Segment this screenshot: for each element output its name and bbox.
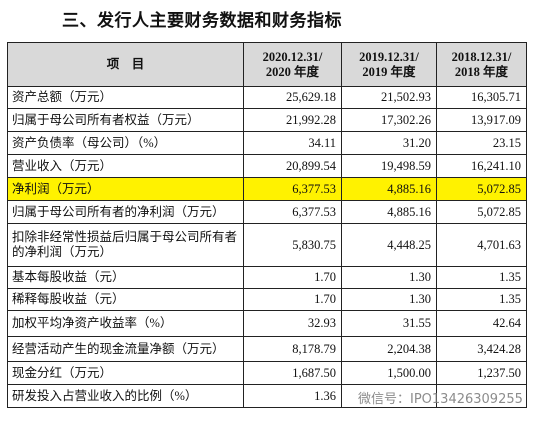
- table-row: 净利润（万元） 6,377.53 4,885.16 5,072.85: [7, 177, 527, 201]
- table-row: 基本每股收益（元） 1.70 1.30 1.35: [7, 266, 527, 289]
- table-row: 扣除非经常性损益后归属于母公司所有者的净利润（万元） 5,830.75 4,448.…: [7, 223, 527, 267]
- table-row: 资产负债率（母公司）（%） 34.11 31.20 23.15: [7, 131, 527, 155]
- header-row: 项 目 2020.12.31/2020 年度 2019.12.31/2019 年度 2…: [7, 42, 527, 87]
- label-cell: 扣除非经常性损益后归属于母公司所有者的净利润（万元）: [7, 223, 244, 267]
- value-cell: 21,992.28: [243, 108, 342, 132]
- value-cell: 6,377.53: [243, 200, 342, 224]
- value-cell: 32.93: [243, 310, 342, 337]
- value-cell: 1.35: [436, 288, 527, 311]
- value-cell: 19,498.59: [341, 154, 437, 178]
- value-cell: 4,701.63: [436, 223, 527, 267]
- value-cell: [436, 384, 527, 408]
- header-text: 2020 年度: [265, 64, 320, 79]
- header-cell: 项 目: [7, 42, 244, 87]
- header-cell: 2020.12.31/2020 年度: [243, 42, 342, 87]
- value-cell: 4,448.25: [341, 223, 437, 267]
- table-row: 归属于母公司所有者的净利润（万元） 6,377.53 4,885.16 5,072.8…: [7, 200, 527, 224]
- label-cell: 归属于母公司所有者权益（万元）: [7, 108, 244, 132]
- header-text: 项 目: [106, 57, 145, 71]
- label-cell: 研发投入占营业收入的比例（%）: [7, 384, 244, 408]
- table-row: 现金分红（万元） 1,687.50 1,500.00 1,237.50: [7, 361, 527, 385]
- label-cell: 基本每股收益（元）: [7, 266, 244, 289]
- label-cell: 稀释每股收益（元）: [7, 288, 244, 311]
- header-text: 2018.12.31/: [451, 49, 512, 64]
- label-cell: 资产总额（万元）: [7, 86, 244, 109]
- header-text: 2018 年度: [454, 64, 509, 79]
- value-cell: 1,237.50: [436, 361, 527, 385]
- value-cell: 3,424.28: [436, 336, 527, 362]
- header-text: 2019.12.31/: [359, 49, 419, 64]
- label-cell: 现金分红（万元）: [7, 361, 244, 385]
- table-row: 加权平均净资产收益率（%） 32.93 31.55 42.64: [7, 310, 527, 337]
- table-row: 稀释每股收益（元） 1.70 1.30 1.35: [7, 288, 527, 311]
- value-cell: 2,204.38: [341, 336, 437, 362]
- label-cell: 归属于母公司所有者的净利润（万元）: [7, 200, 244, 224]
- value-cell: 16,241.10: [436, 154, 527, 178]
- value-cell: 4,885.16: [341, 200, 437, 224]
- value-cell: 4,885.16: [341, 177, 437, 201]
- value-cell: 25,629.18: [243, 86, 342, 109]
- value-cell: 1,500.00: [341, 361, 437, 385]
- table-row: 营业收入（万元） 20,899.54 19,498.59 16,241.10: [7, 154, 527, 178]
- label-cell: 净利润（万元）: [7, 177, 244, 201]
- value-cell: 1.70: [243, 288, 342, 311]
- label-cell: 营业收入（万元）: [7, 154, 244, 178]
- header-cell: 2018.12.31/2018 年度: [436, 42, 527, 87]
- value-cell: 31.55: [341, 310, 437, 337]
- value-cell: 21,502.93: [341, 86, 437, 109]
- value-cell: 1,687.50: [243, 361, 342, 385]
- table-row: 研发投入占营业收入的比例（%） 1.36: [7, 384, 527, 408]
- value-cell: 31.20: [341, 131, 437, 155]
- label-cell: 经营活动产生的现金流量净额（万元）: [7, 336, 244, 362]
- value-cell: 17,302.26: [341, 108, 437, 132]
- value-cell: 5,830.75: [243, 223, 342, 267]
- value-cell: 34.11: [243, 131, 342, 155]
- table-row: 归属于母公司所有者权益（万元） 21,992.28 17,302.26 13,917.…: [7, 108, 527, 132]
- value-cell: 1.30: [341, 288, 437, 311]
- value-cell: 8,178.79: [243, 336, 342, 362]
- header-text: 2019 年度: [362, 64, 416, 79]
- value-cell: 6,377.53: [243, 177, 342, 201]
- financial-table: 项 目 2020.12.31/2020 年度 2019.12.31/2019 年度 2…: [7, 42, 527, 408]
- value-cell: 13,917.09: [436, 108, 527, 132]
- label-cell: 资产负债率（母公司）（%）: [7, 131, 244, 155]
- table-row: 经营活动产生的现金流量净额（万元） 8,178.79 2,204.38 3,424.2…: [7, 336, 527, 362]
- section-title: 三、发行人主要财务数据和财务指标: [62, 11, 342, 30]
- value-cell: 16,305.71: [436, 86, 527, 109]
- value-cell: 1.36: [243, 384, 342, 408]
- label-cell: 加权平均净资产收益率（%）: [7, 310, 244, 337]
- value-cell: 5,072.85: [436, 177, 527, 201]
- value-cell: 1.30: [341, 266, 437, 289]
- value-cell: 23.15: [436, 131, 527, 155]
- table-row: 资产总额（万元） 25,629.18 21,502.93 16,305.71: [7, 86, 527, 109]
- header-text: 2020.12.31/: [262, 49, 323, 64]
- watermark: 微信号：IPO13426309255: [358, 392, 523, 407]
- value-cell: 42.64: [436, 310, 527, 337]
- value-cell: 1.70: [243, 266, 342, 289]
- header-cell: 2019.12.31/2019 年度: [341, 42, 437, 87]
- value-cell: 1.35: [436, 266, 527, 289]
- value-cell: 5,072.85: [436, 200, 527, 224]
- value-cell: 20,899.54: [243, 154, 342, 178]
